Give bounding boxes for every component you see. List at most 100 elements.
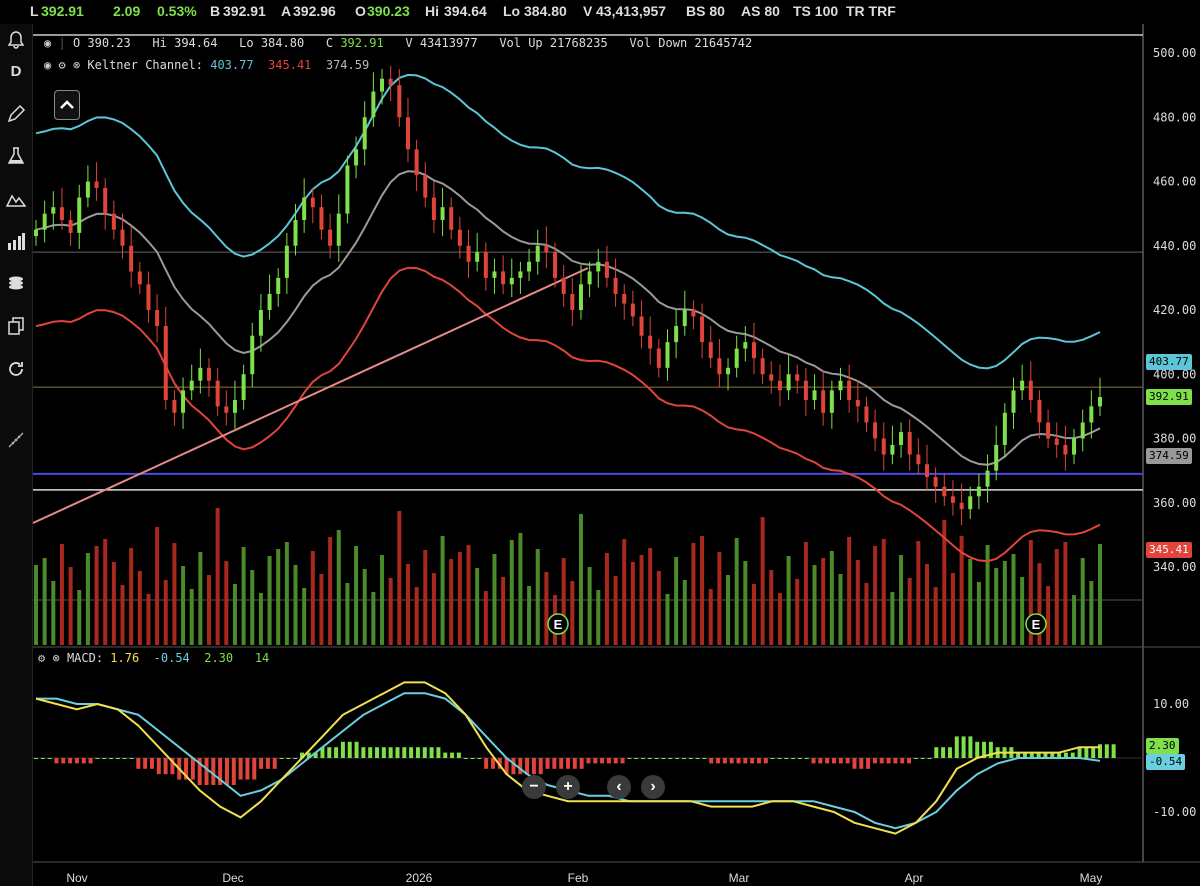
scroll-left-button[interactable]: ‹ (607, 775, 631, 799)
keltner-upper-value: 403.77 (210, 58, 254, 72)
draw-mode-d-button[interactable]: D (10, 63, 22, 80)
volume-bar (129, 548, 134, 645)
scroll-right-button[interactable]: › (641, 775, 665, 799)
flask-icon[interactable] (6, 146, 26, 166)
macd-histogram-bar (552, 758, 557, 769)
candle-body (449, 207, 454, 230)
volume-bar (423, 550, 428, 645)
coins-icon[interactable] (6, 274, 26, 294)
candle-body (181, 390, 186, 413)
close-icon[interactable]: ⊗ (72, 58, 81, 72)
volume-bar (232, 584, 237, 645)
time-tick-label: Nov (66, 871, 87, 885)
macd-histogram-bar (300, 752, 304, 758)
volume-bar (1028, 540, 1033, 645)
candle-body (457, 229, 462, 246)
macd-histogram-bar (695, 758, 700, 759)
candle-body (630, 303, 635, 317)
macd-histogram-bar (279, 758, 284, 759)
candle-body (232, 399, 237, 413)
macd-histogram-bar (252, 758, 257, 780)
macd-histogram-bar (340, 741, 345, 758)
volume-bar (734, 538, 739, 645)
candle-body (734, 348, 739, 368)
macd-histogram-bar (859, 758, 864, 769)
close-icon[interactable]: ⊗ (52, 651, 60, 665)
macd-histogram-bar (893, 758, 898, 764)
macd-histogram-bar (982, 741, 987, 758)
candle-body (328, 229, 333, 246)
eye-icon[interactable]: ◉ (44, 36, 52, 50)
keltner-legend: ◉ ⚙ ⊗ Keltner Channel: 403.77 345.41 374… (44, 58, 369, 72)
macd-histogram-bar (784, 758, 789, 759)
macd-histogram-bar (47, 758, 52, 759)
zoom-out-button[interactable]: − (522, 775, 546, 799)
mountain-chart-icon[interactable] (5, 189, 27, 209)
macd-histogram-bar (934, 747, 939, 758)
price-tick-label: 360.00 (1153, 496, 1196, 510)
volume-bar (492, 554, 497, 645)
candle-body (803, 380, 808, 400)
candle-body (518, 271, 523, 278)
macd-histogram-bar (88, 758, 93, 764)
candle-body (933, 477, 938, 487)
candle-body (1020, 380, 1025, 391)
macd-histogram-bar (456, 752, 461, 758)
volume-bar (1046, 586, 1051, 645)
price-tick-label: 420.00 (1153, 303, 1196, 317)
volume-bar (518, 533, 523, 645)
bars-chart-icon[interactable] (6, 232, 26, 252)
ruler-icon[interactable] (6, 430, 26, 450)
candle-body (431, 197, 436, 221)
macd-histogram-bar (122, 758, 127, 759)
volume-bar (890, 592, 895, 645)
macd-histogram-bar (1036, 752, 1041, 758)
macd-histogram-bar (129, 758, 134, 759)
bell-icon[interactable] (6, 30, 26, 50)
eye-icon[interactable]: ◉ (44, 58, 52, 72)
time-tick-label: Apr (905, 871, 924, 885)
earnings-marker (1025, 613, 1047, 635)
macd-histogram-bar (907, 758, 912, 764)
candle-body (501, 271, 506, 285)
volume-bar (691, 543, 696, 645)
candle-body (258, 310, 263, 336)
copy-icon[interactable] (6, 316, 26, 336)
candle-body (163, 326, 168, 400)
candle-body (994, 444, 999, 471)
collapse-up-button[interactable] (54, 90, 80, 120)
volume-bar (466, 545, 471, 645)
open-price: 390.23 (367, 3, 410, 19)
candle-body (336, 213, 341, 246)
volume-bar (639, 555, 644, 645)
macd-histogram-bar (1063, 752, 1068, 758)
volume-bar (215, 508, 220, 645)
volume-bar (77, 590, 82, 645)
macd-histogram-bar (606, 758, 611, 764)
candle-body (622, 293, 627, 304)
candle-body (388, 78, 393, 86)
candle-body (899, 432, 904, 445)
gear-icon[interactable]: ⚙ (58, 58, 66, 72)
keltner-label: Keltner Channel: (87, 58, 203, 72)
macd-histogram-bar (613, 758, 618, 764)
macd-histogram-bar (40, 758, 45, 759)
zoom-in-button[interactable]: + (556, 775, 580, 799)
macd-histogram-bar (429, 747, 434, 758)
earnings-marker (547, 613, 569, 635)
macd-histogram-bar (627, 758, 632, 759)
macd-histogram-bar (136, 758, 141, 769)
refresh-icon[interactable] (6, 359, 26, 379)
pen-icon[interactable] (6, 104, 26, 124)
macd-hist-tag: 2.30 (1146, 738, 1179, 754)
change-percent: 0.53% (157, 3, 197, 19)
candle-body (34, 229, 38, 237)
macd-histogram-bar (968, 736, 973, 758)
volume-bar (1037, 563, 1042, 645)
gear-icon[interactable]: ⚙ (38, 651, 46, 665)
middle-band-tag: 374.59 (1146, 448, 1192, 464)
candle-body (1098, 397, 1102, 407)
volume-bar (388, 578, 393, 645)
candle-body (189, 380, 194, 391)
